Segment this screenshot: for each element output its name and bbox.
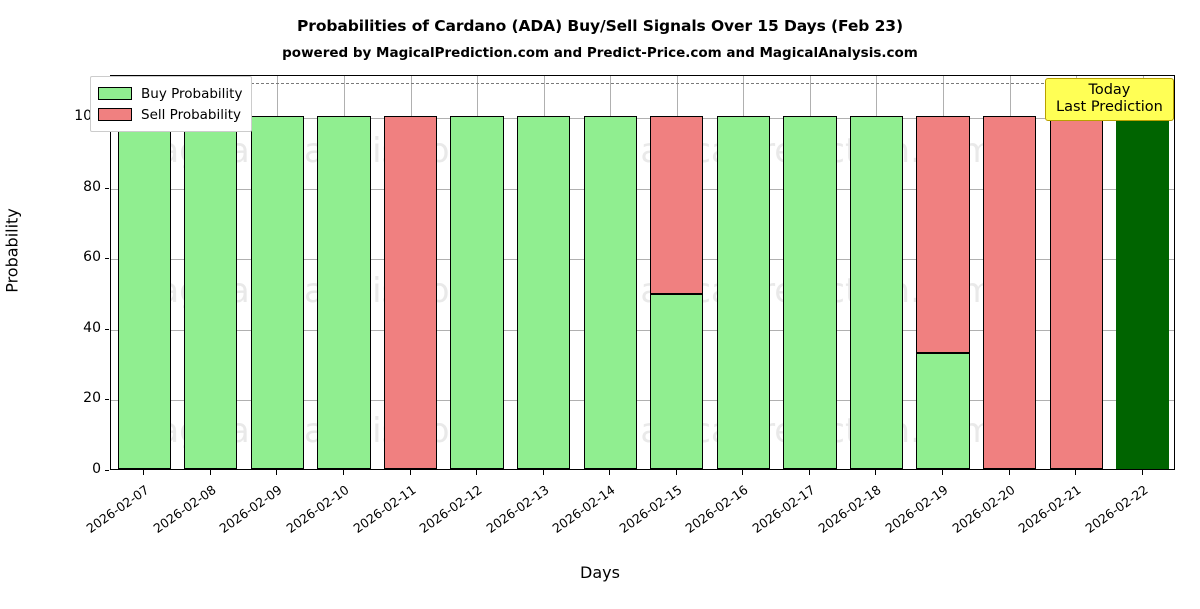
bar-group[interactable]: [1049, 76, 1103, 469]
bar-segment-buy[interactable]: [783, 116, 837, 469]
x-axis-tick-mark: [343, 470, 344, 475]
bar-segment-buy[interactable]: [317, 116, 371, 469]
x-axis-tick-mark: [210, 470, 211, 475]
chart-subtitle: powered by MagicalPrediction.com and Pre…: [282, 45, 918, 61]
gridline-h: [111, 400, 1174, 402]
x-axis-tick-mark: [676, 470, 677, 475]
y-axis-tick-mark: [105, 258, 109, 259]
bar-segment-buy[interactable]: [250, 116, 305, 469]
bar-group[interactable]: [716, 76, 770, 469]
y-axis-label: Probability: [2, 208, 22, 293]
gridline-h: [111, 259, 1174, 261]
limit-line: [111, 83, 1174, 85]
y-axis-tick-mark: [105, 470, 109, 471]
x-axis-tick-mark: [143, 470, 144, 475]
y-axis-tick-mark: [105, 399, 109, 400]
x-axis-tick-mark: [1009, 470, 1010, 475]
x-axis-tick-mark: [942, 470, 943, 475]
legend-label-sell: Sell Probability: [141, 106, 242, 123]
bar-group[interactable]: [250, 76, 305, 469]
x-axis-tick-mark: [543, 470, 544, 475]
bar-group[interactable]: [1116, 76, 1170, 469]
x-axis-label: Days: [580, 563, 620, 582]
chart-title: Probabilities of Cardano (ADA) Buy/Sell …: [297, 17, 903, 35]
bar-segment-sell[interactable]: [916, 116, 970, 354]
bar-segment-sell[interactable]: [650, 116, 704, 295]
bar-segment-buy[interactable]: [517, 116, 571, 469]
y-axis-tick-label: 40: [83, 319, 101, 336]
x-axis-tick-mark: [476, 470, 477, 475]
bar-segment-buy[interactable]: [583, 116, 637, 469]
y-axis-tick-label: 0: [92, 461, 101, 477]
bar-segment-buy[interactable]: [650, 294, 704, 469]
bar-segment-buy[interactable]: [716, 116, 770, 469]
bar-group[interactable]: [317, 76, 371, 469]
legend-item-sell[interactable]: Sell Probability: [98, 104, 242, 125]
gridline-h: [111, 188, 1174, 190]
legend-swatch-sell: [98, 108, 132, 121]
today-annotation-line2: Last Prediction: [1056, 98, 1163, 115]
bar-segment-sell[interactable]: [982, 116, 1037, 469]
bar-group[interactable]: [583, 76, 637, 469]
bar-group[interactable]: [117, 76, 171, 469]
y-axis-tick-label: 80: [83, 178, 101, 195]
today-annotation: Today Last Prediction: [1045, 78, 1174, 122]
bar-group[interactable]: [517, 76, 571, 469]
bar-segment-sell[interactable]: [1049, 116, 1103, 469]
bar-segment-sell[interactable]: [383, 116, 438, 469]
bar-group[interactable]: [849, 76, 904, 469]
plot-area: MagicalAnalysis.comMagicalPrediction.com…: [110, 75, 1175, 470]
x-axis-tick-mark: [875, 470, 876, 475]
y-axis-tick-mark: [105, 329, 109, 330]
x-axis-tick-mark: [276, 470, 277, 475]
bar-segment-buy[interactable]: [117, 116, 171, 469]
x-axis-tick-mark: [410, 470, 411, 475]
bar-group[interactable]: [383, 76, 438, 469]
legend-item-buy[interactable]: Buy Probability: [98, 83, 242, 104]
plot-inner: MagicalAnalysis.comMagicalPrediction.com…: [111, 76, 1174, 469]
x-axis-tick-mark: [809, 470, 810, 475]
bar-segment-buy[interactable]: [184, 116, 238, 469]
bar-group[interactable]: [916, 76, 970, 469]
bar-group[interactable]: [982, 76, 1037, 469]
bar-group[interactable]: [783, 76, 837, 469]
bar-group[interactable]: [650, 76, 704, 469]
gridline-h: [111, 118, 1174, 120]
x-axis-tick-mark: [609, 470, 610, 475]
chart-legend: Buy Probability Sell Probability: [90, 76, 253, 132]
x-axis-tick-mark: [1142, 470, 1143, 475]
today-annotation-line1: Today: [1088, 82, 1131, 98]
x-axis-tick-mark: [1075, 470, 1076, 475]
legend-label-buy: Buy Probability: [141, 85, 243, 102]
bar-group[interactable]: [450, 76, 504, 469]
bar-segment-buy[interactable]: [450, 116, 504, 469]
bar-segment-buy[interactable]: [916, 353, 970, 469]
y-axis-tick-label: 60: [83, 249, 101, 266]
bar-segment-buy[interactable]: [849, 116, 904, 469]
bar-segment-today[interactable]: [1116, 116, 1170, 469]
y-axis-tick-mark: [105, 188, 109, 189]
bar-group[interactable]: [184, 76, 238, 469]
x-axis-tick-mark: [742, 470, 743, 475]
gridline-h: [111, 329, 1174, 331]
y-axis-tick-label: 20: [83, 390, 101, 407]
legend-swatch-buy: [98, 87, 132, 100]
